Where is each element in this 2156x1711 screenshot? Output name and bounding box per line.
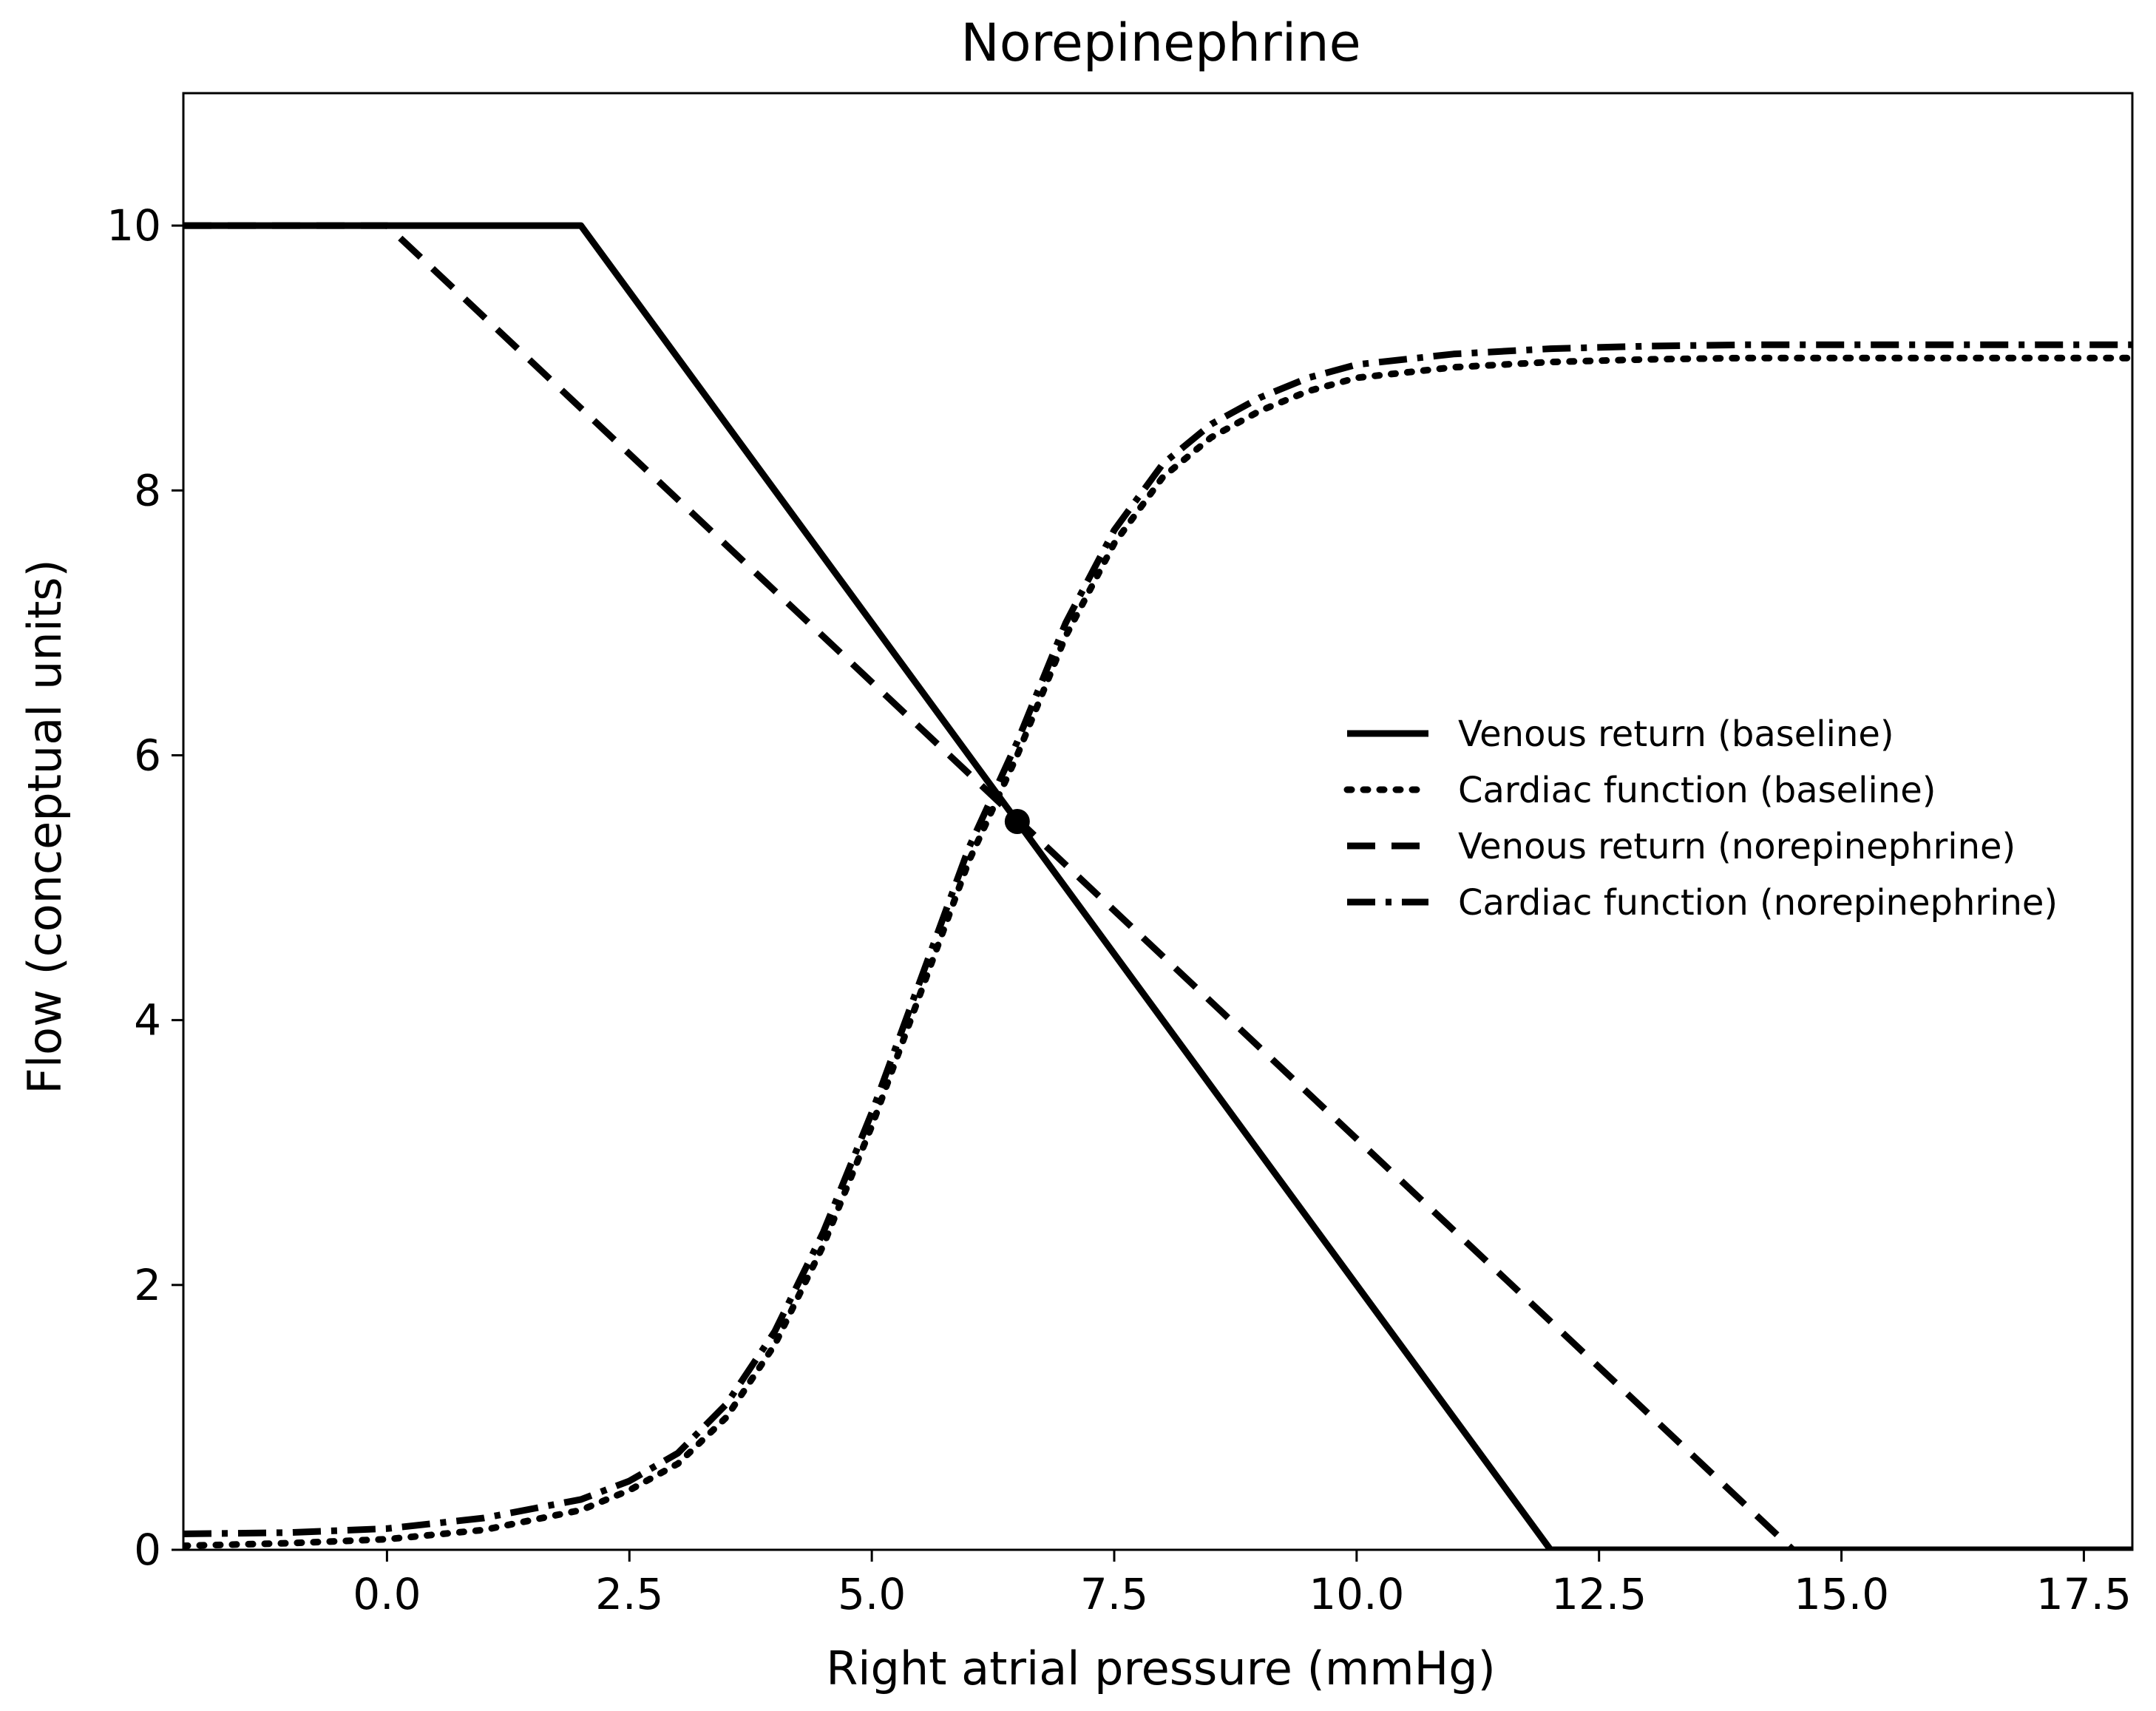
series-line-3 — [183, 222, 2132, 1550]
equilibrium-marker — [1004, 809, 1030, 834]
x-tick-label: 15.0 — [1794, 1569, 1889, 1619]
x-tick-label: 10.0 — [1309, 1569, 1404, 1619]
axes-layer — [182, 92, 2134, 1551]
x-tick-label: 2.5 — [595, 1569, 663, 1619]
x-tick-label: 0.0 — [353, 1569, 421, 1619]
x-axis-label: Right atrial pressure (mmHg) — [826, 1641, 1496, 1695]
series-line-2 — [183, 354, 2132, 1550]
x-tick-label: 7.5 — [1080, 1569, 1148, 1619]
axes-frame — [182, 92, 2134, 1551]
y-tick-label: 8 — [134, 465, 161, 515]
legend-label: Cardiac function (baseline) — [1458, 770, 1936, 811]
y-tick-label: 0 — [134, 1525, 161, 1575]
series-line-4 — [183, 341, 2132, 1537]
chart-title: Norepinephrine — [960, 13, 1360, 73]
legend: Venous return (baseline) Cardiac function… — [1343, 714, 2058, 924]
x-tick-label: 5.0 — [838, 1569, 906, 1619]
marker-layer — [1004, 809, 1030, 834]
y-tick-label: 2 — [134, 1260, 161, 1310]
y-axis-label: Flow (conceptual units) — [18, 559, 72, 1094]
legend-label: Venous return (baseline) — [1458, 714, 1894, 755]
ticks-layer: 0.0 2.5 5.0 7.5 10.0 12.5 15.0 17.5 0 2 4 6 8 10 — [106, 200, 2132, 1619]
legend-label: Cardiac function (norepinephrine) — [1458, 882, 2058, 924]
y-tick-label: 6 — [134, 730, 161, 780]
x-tick-label: 12.5 — [1551, 1569, 1647, 1619]
series-layer — [183, 222, 2132, 1550]
y-tick-label: 4 — [134, 995, 161, 1046]
x-tick-label: 17.5 — [2036, 1569, 2132, 1619]
y-tick-label: 10 — [106, 200, 161, 251]
legend-label: Venous return (norepinephrine) — [1458, 826, 2016, 867]
